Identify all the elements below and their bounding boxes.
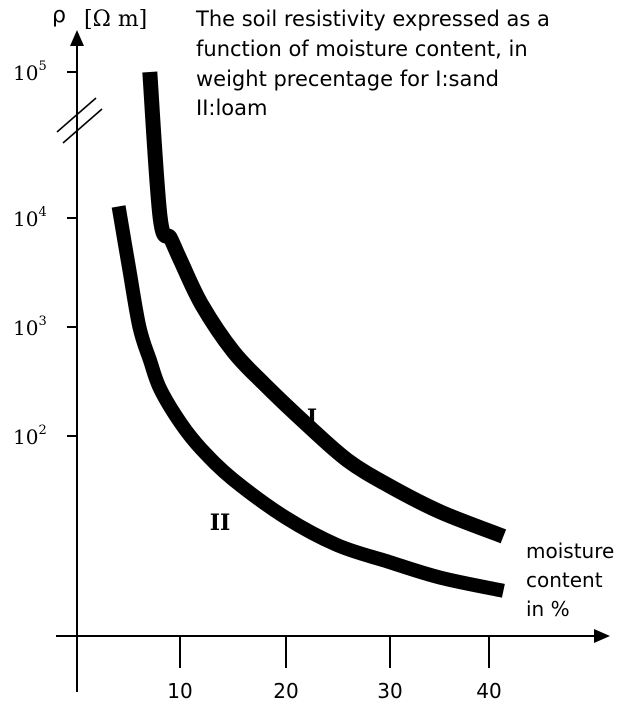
y-tick-label-1e4: 104: [13, 205, 47, 231]
y-tick-label-1e2: 102: [13, 423, 47, 449]
x-tick-label-40: 40: [476, 679, 501, 703]
x-tick-label-20: 20: [273, 679, 298, 703]
x-tick-label-10: 10: [167, 679, 192, 703]
x-axis-label-line-3: in %: [526, 597, 570, 621]
y-axis-arrow: [70, 30, 84, 46]
y-axis-break-mark-2: [62, 108, 103, 144]
y-tick-label-1e5: 105: [13, 59, 47, 85]
x-axis-label-line-2: content: [526, 568, 603, 592]
y-axis-break-mark-1: [56, 97, 97, 133]
series-II-curve: [111, 205, 505, 598]
chart-title-line-4: II:loam: [196, 96, 267, 120]
y-axis-label: ρ: [52, 3, 66, 28]
x-axis-label-line-1: moisture: [526, 539, 614, 563]
chart-title-line-3: weight precentage for I:sand: [196, 67, 499, 91]
y-tick-label: 104: [13, 205, 77, 231]
chart-title-line-2: function of moisture content, in: [196, 37, 528, 61]
y-tick-label: 102: [13, 423, 77, 449]
series-I-curve: [142, 71, 507, 544]
y-axis-unit: [Ω m]: [84, 7, 147, 32]
y-tick-label-1e3: 103: [13, 314, 47, 340]
x-tick-label-30: 30: [377, 679, 402, 703]
series-II-label: II: [210, 510, 231, 536]
y-tick-label: 105: [13, 59, 77, 85]
y-tick-label: 103: [13, 314, 77, 340]
series-I-label: I: [307, 405, 317, 431]
chart-title-line-1: The soil resistivity expressed as a: [195, 7, 550, 31]
x-axis-arrow: [594, 629, 610, 643]
